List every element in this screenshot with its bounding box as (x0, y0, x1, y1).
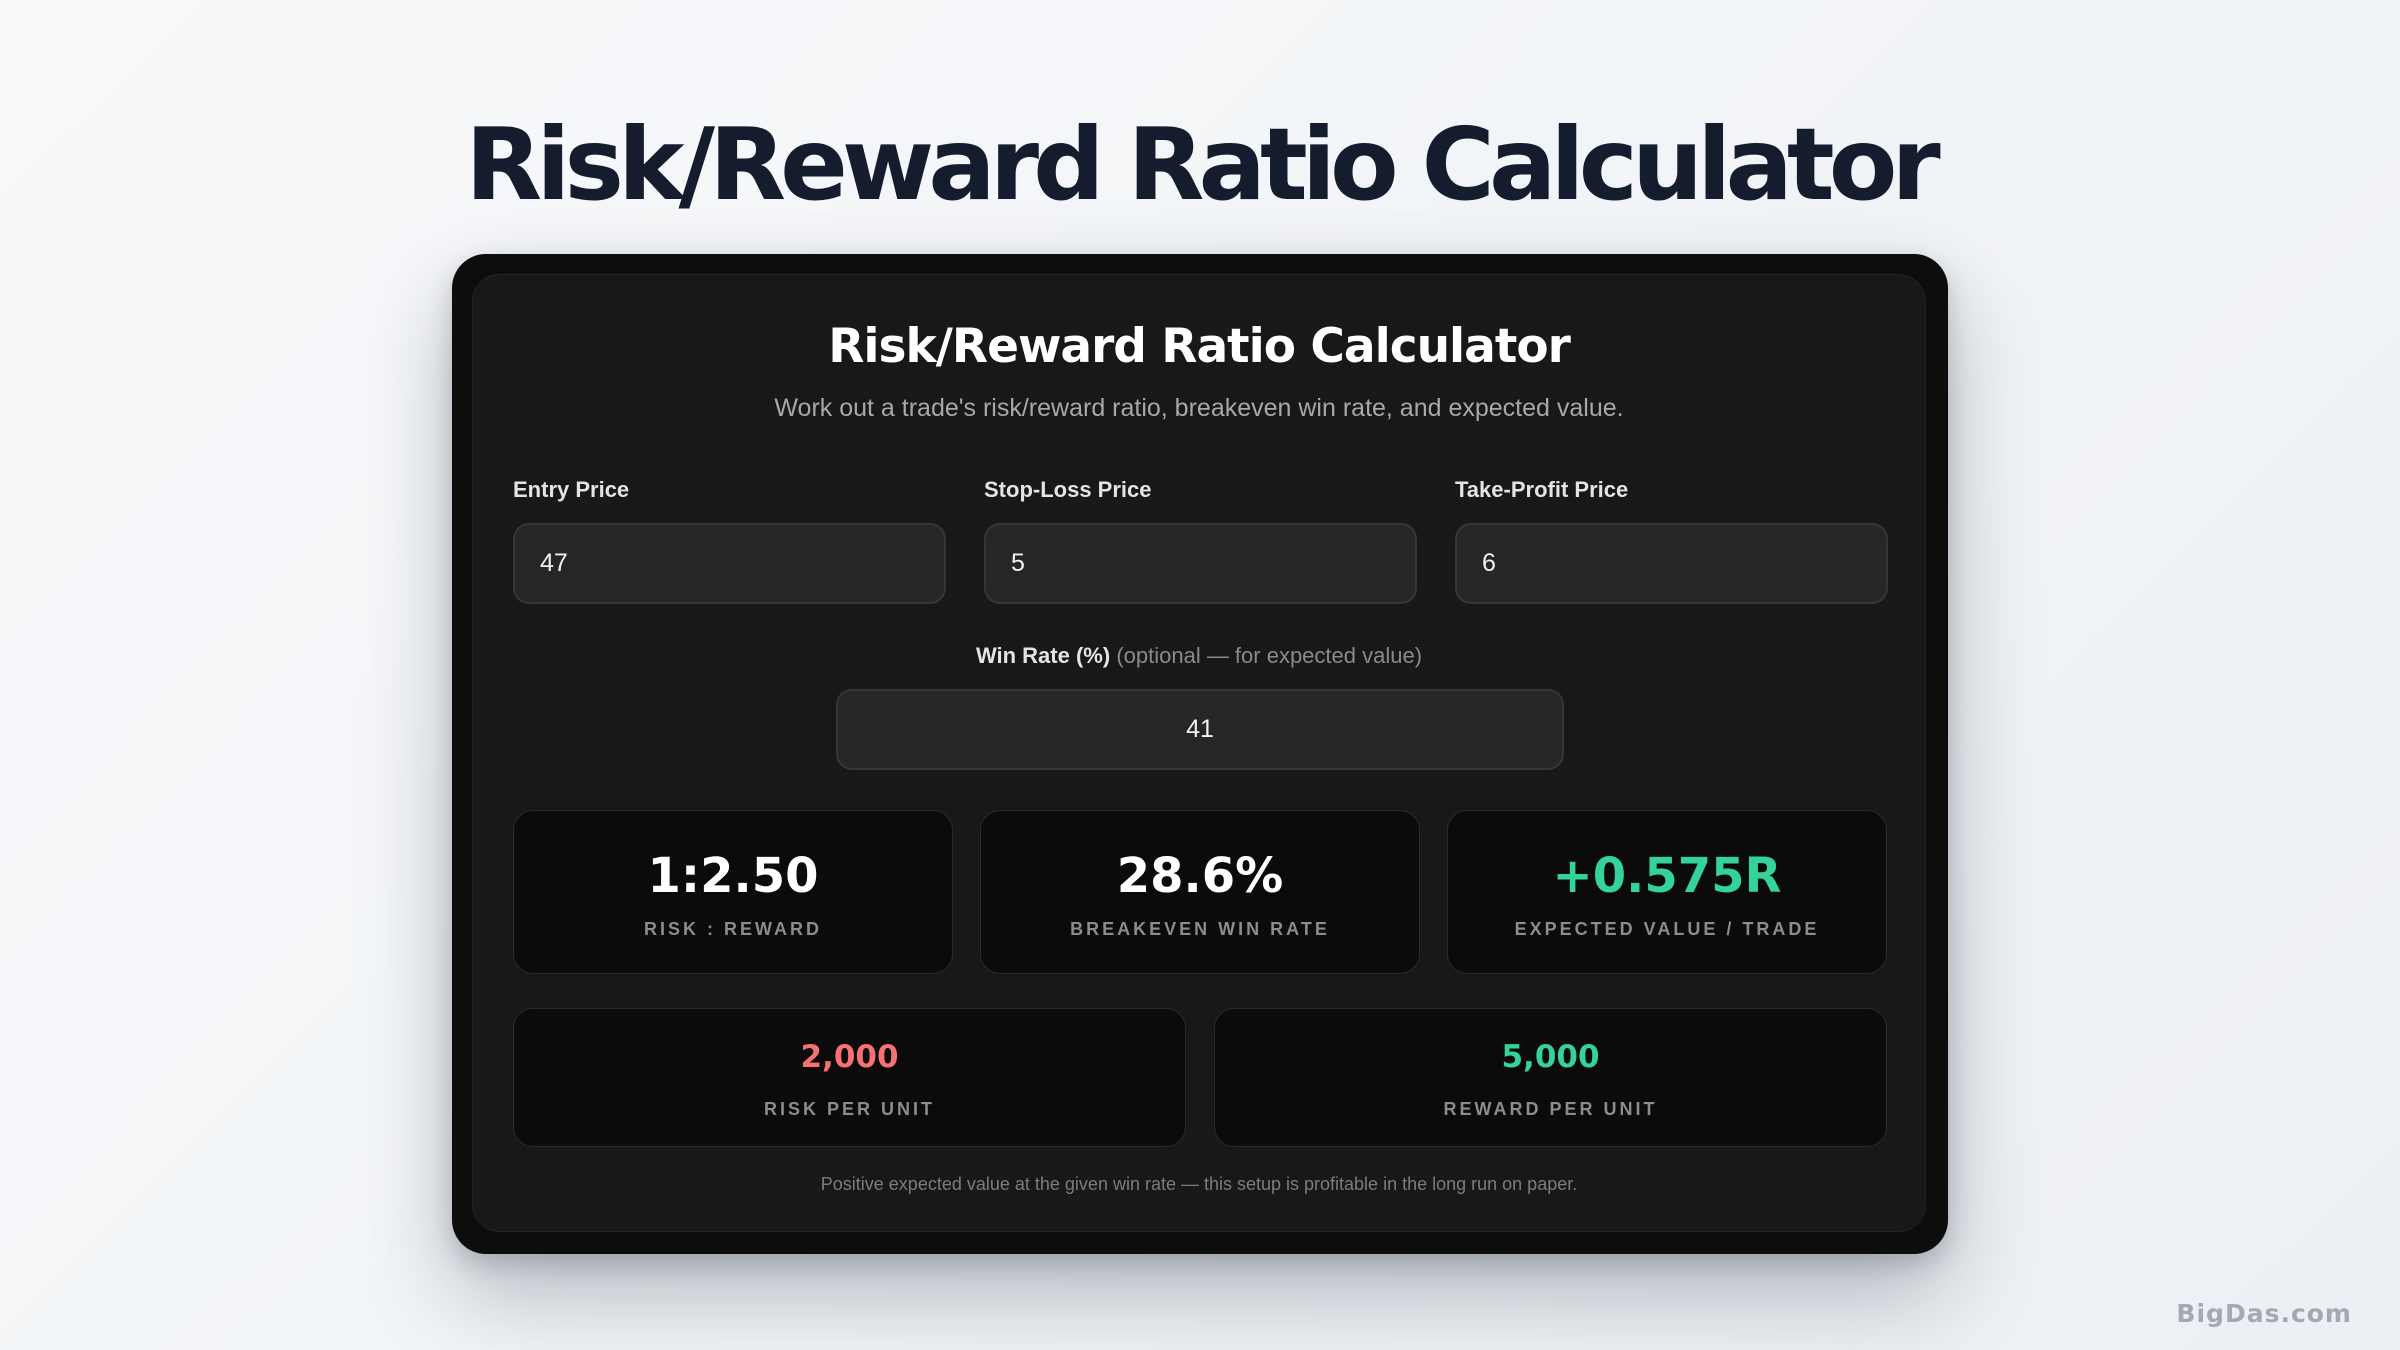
page-title: Risk/Reward Ratio Calculator (465, 106, 1941, 223)
take-profit-price-label: Take-Profit Price (1455, 477, 1629, 502)
stop-loss-price-field: Stop-Loss Price (984, 475, 1417, 604)
expected-value-label: Expected Value / Trade (1514, 919, 1820, 939)
device-frame: Risk/Reward Ratio Calculator Work out a … (452, 254, 1948, 1254)
site-watermark: BigDas.com (2176, 1299, 2352, 1328)
stop-loss-price-label: Stop-Loss Price (984, 477, 1152, 502)
expected-value-stat: +0.575R Expected Value / Trade (1447, 810, 1887, 974)
win-rate-hint: (optional — for expected value) (1116, 643, 1423, 668)
calculator-card: Risk/Reward Ratio Calculator Work out a … (472, 274, 1926, 1232)
take-profit-price-input[interactable] (1455, 523, 1888, 604)
calculator-title: Risk/Reward Ratio Calculator (828, 319, 1571, 374)
risk-reward-ratio-value: 1:2.50 (647, 848, 819, 904)
risk-reward-ratio-stat: 1:2.50 Risk : Reward (513, 810, 953, 974)
reward-per-unit-stat: 5,000 Reward Per Unit (1214, 1008, 1887, 1147)
win-rate-label-text: Win Rate (%) (975, 643, 1111, 668)
entry-price-input[interactable] (513, 523, 946, 604)
stop-loss-price-input[interactable] (984, 523, 1417, 604)
entry-price-label: Entry Price (513, 477, 630, 502)
entry-price-field: Entry Price (513, 475, 946, 604)
reward-per-unit-label: Reward Per Unit (1443, 1099, 1658, 1119)
reward-per-unit-value: 5,000 (1501, 1039, 1600, 1075)
breakeven-win-rate-value: 28.6% (1116, 848, 1284, 904)
risk-per-unit-label: Risk Per Unit (763, 1099, 935, 1119)
win-rate-input[interactable] (836, 689, 1564, 770)
expected-value-value: +0.575R (1552, 848, 1782, 904)
breakeven-win-rate-label: Breakeven Win Rate (1070, 919, 1330, 939)
risk-per-unit-stat: 2,000 Risk Per Unit (513, 1008, 1186, 1147)
risk-per-unit-value: 2,000 (800, 1039, 899, 1075)
calculator-subtitle: Work out a trade's risk/reward ratio, br… (774, 394, 1624, 422)
breakeven-win-rate-stat: 28.6% Breakeven Win Rate (980, 810, 1420, 974)
take-profit-price-field: Take-Profit Price (1455, 475, 1888, 604)
risk-reward-ratio-label: Risk : Reward (644, 919, 822, 939)
win-rate-label: Win Rate (%) (optional — for expected va… (473, 641, 1925, 671)
result-footnote: Positive expected value at the given win… (820, 1174, 1578, 1194)
